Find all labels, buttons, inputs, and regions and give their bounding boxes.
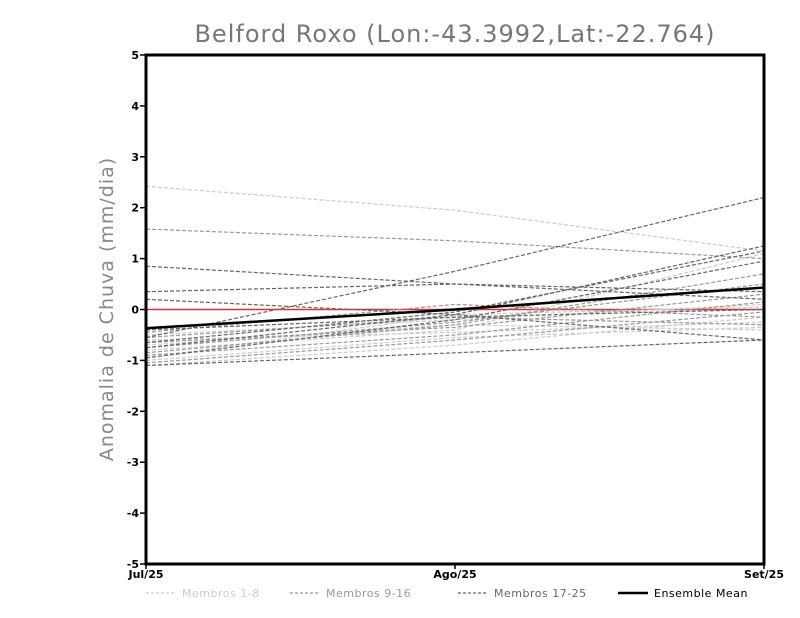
y-tick-label: -2 — [127, 405, 139, 418]
series-line-member-21 — [145, 339, 765, 367]
y-ticks: 5 4 3 2 1 0 -1 -2 -3 -4 -5 — [127, 49, 146, 571]
series-line-ensemble-mean — [145, 286, 765, 330]
series-line-member-3 — [145, 326, 765, 361]
x-tick-label: Set/25 — [744, 568, 784, 581]
x-ticks: Jul/25 Ago/25 Set/25 — [127, 564, 784, 581]
series-line-member-19 — [145, 298, 765, 341]
y-tick-label: -5 — [127, 558, 139, 571]
x-tick-label: Ago/25 — [433, 568, 476, 581]
series-line-member-23 — [145, 260, 765, 359]
series-line-member-12 — [145, 311, 765, 364]
series-line-member-18 — [145, 283, 765, 300]
series-line-member-25 — [145, 308, 765, 331]
series-line-member-22 — [145, 245, 765, 349]
legend-label: Membros 17-25 — [494, 587, 587, 600]
y-tick-label: -1 — [127, 354, 139, 367]
series-line-member-5 — [145, 324, 765, 346]
series-line-member-20 — [145, 196, 765, 339]
legend-label: Membros 1-8 — [182, 587, 260, 600]
y-tick-label: 1 — [131, 253, 139, 266]
y-tick-label: -4 — [127, 507, 140, 520]
series-line-member-10 — [145, 293, 765, 344]
series-line-member-6 — [145, 303, 765, 336]
series-line-member-1 — [145, 185, 765, 252]
legend-label: Membros 9-16 — [326, 587, 411, 600]
series-line-member-24 — [145, 250, 765, 344]
y-tick-label: -3 — [127, 456, 139, 469]
series-line-member-11 — [145, 273, 765, 354]
chart-title: Belford Roxo (Lon:-43.3992,Lat:-22.764) — [194, 20, 715, 48]
y-tick-label: 0 — [131, 304, 139, 317]
y-tick-label: 2 — [131, 202, 139, 215]
legend: Membros 1-8 Membros 9-16 Membros 17-25 Ense… — [146, 587, 748, 600]
y-tick-label: 5 — [131, 49, 139, 62]
y-tick-label: 3 — [131, 151, 139, 164]
x-tick-label: Jul/25 — [127, 568, 163, 581]
series-line-member-2 — [145, 252, 765, 351]
legend-label: Ensemble Mean — [654, 587, 748, 600]
y-axis-label: Anomalia de Chuva (mm/dia) — [96, 157, 118, 461]
series-line-member-14 — [145, 283, 765, 349]
y-tick-label: 4 — [131, 100, 139, 113]
series-line-member-4 — [145, 316, 765, 367]
series-line-member-9 — [145, 228, 765, 260]
series-group — [145, 185, 765, 367]
